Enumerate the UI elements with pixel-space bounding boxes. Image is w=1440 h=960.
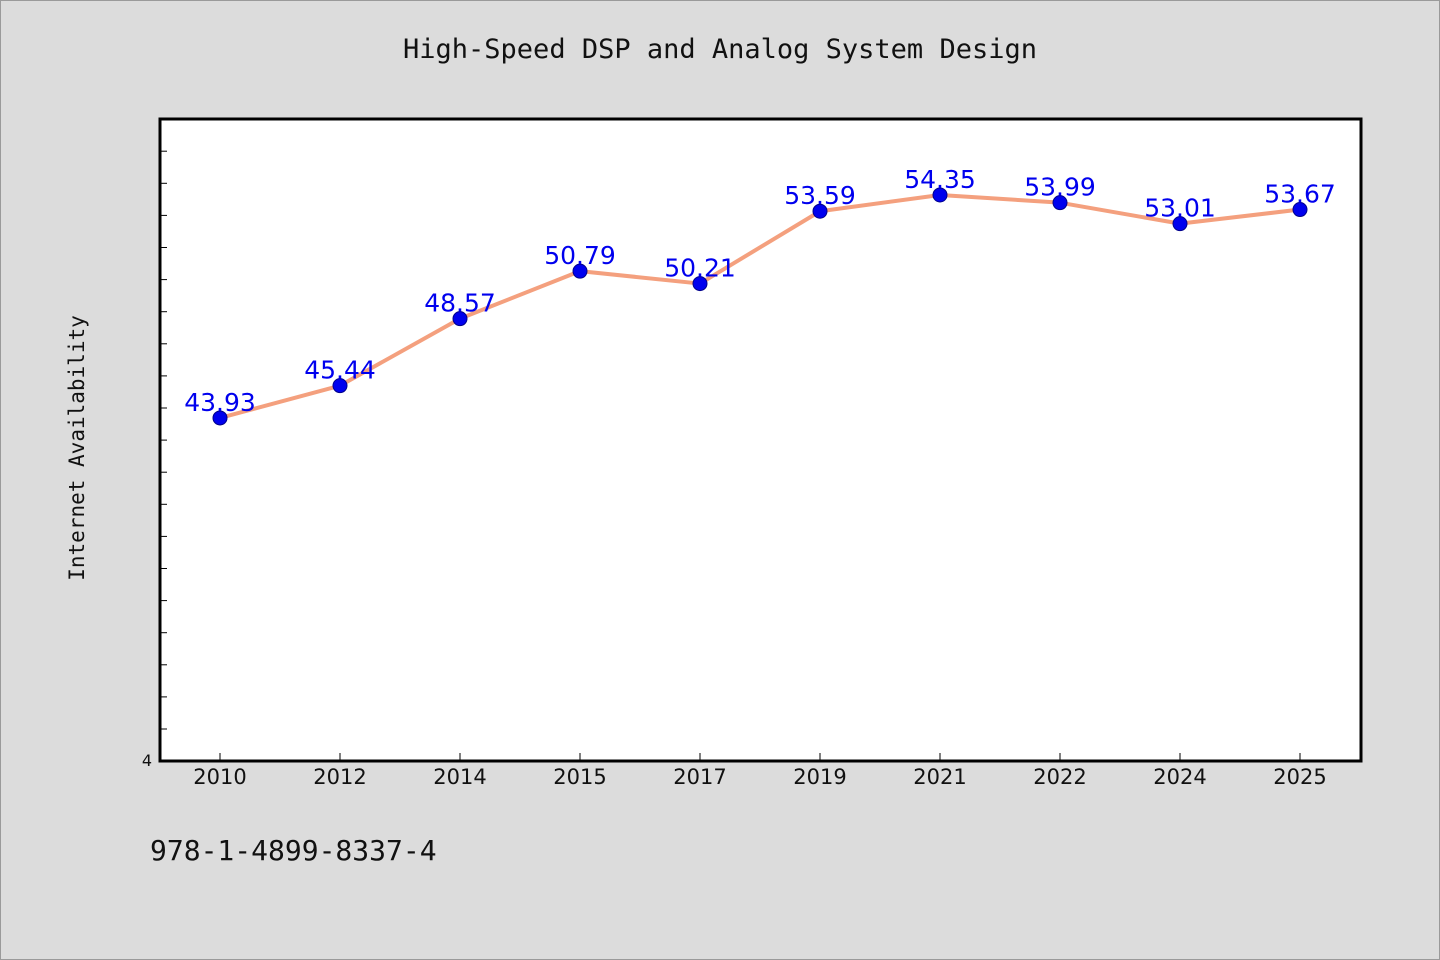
series-line xyxy=(218,192,1302,420)
y-axis-minor-ticks xyxy=(160,150,167,730)
data-value-label: 50.79 xyxy=(544,241,616,270)
x-tick-label: 2019 xyxy=(793,765,846,789)
x-axis-ticks xyxy=(219,753,1301,761)
data-value-label: 53.59 xyxy=(784,181,856,210)
data-value-label: 45.44 xyxy=(304,356,376,385)
data-point xyxy=(1172,216,1188,232)
data-value-label: 48.57 xyxy=(424,289,496,318)
data-point xyxy=(812,203,828,219)
data-markers xyxy=(212,187,1308,426)
data-value-label: 53.67 xyxy=(1264,180,1336,209)
x-tick-label: 2012 xyxy=(313,765,366,789)
x-tick-label: 2015 xyxy=(553,765,606,789)
data-value-labels: 43.93 45.44 48.57 50.79 50.21 53.59 54.35 53.99… xyxy=(184,165,1336,417)
x-tick-label: 2014 xyxy=(433,765,486,789)
data-point xyxy=(932,187,948,203)
data-point xyxy=(332,378,348,394)
data-value-label: 50.21 xyxy=(664,254,736,283)
data-point xyxy=(1292,202,1308,218)
data-point xyxy=(572,263,588,279)
data-value-label: 53.01 xyxy=(1144,194,1216,223)
plot-area xyxy=(158,117,1363,763)
data-point xyxy=(692,276,708,292)
data-point xyxy=(212,410,228,426)
y-tick-label: 4 xyxy=(142,751,152,770)
x-tick-label: 2024 xyxy=(1153,765,1206,789)
x-tick-label: 2017 xyxy=(673,765,726,789)
x-axis-tick-labels: 2010 2012 2014 2015 2017 2019 2021 2022 2024 2025 xyxy=(193,765,1326,789)
chart-title: High-Speed DSP and Analog System Design xyxy=(403,34,1037,65)
data-value-label: 43.93 xyxy=(184,388,256,417)
x-tick-label: 2021 xyxy=(913,765,966,789)
x-tick-label: 2025 xyxy=(1273,765,1326,789)
isbn-text: 978-1-4899-8337-4 xyxy=(150,834,437,867)
data-point xyxy=(1052,195,1068,211)
data-value-label: 54.35 xyxy=(904,165,976,194)
data-value-label: 53.99 xyxy=(1024,173,1096,202)
data-point xyxy=(452,311,468,327)
x-tick-label: 2010 xyxy=(193,765,246,789)
x-tick-label: 2022 xyxy=(1033,765,1086,789)
